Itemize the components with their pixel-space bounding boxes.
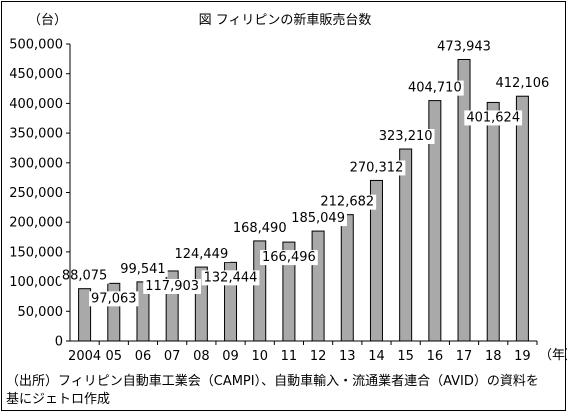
y-tick-label: 50,000 [18,305,64,320]
source-note: （出所）フィリピン自動車工業会（CAMPI）、自動車輸入・流通業者連合（AVID… [6,373,566,409]
data-label-text: 132,444 [204,270,258,285]
bar [515,95,529,342]
x-tick-label: 18 [485,349,502,364]
y-tick-label: 300,000 [9,156,63,171]
bars [78,58,529,342]
chart-title: 図 フィリピンの新車販売台数 [199,12,372,28]
bar [457,58,471,342]
y-tick-label: 450,000 [9,67,63,82]
data-label-bg [59,268,110,284]
x-axis-labels: 2004 05 06 07 08 09 10 11 12 13 14 15 16 17 18 19 [68,341,538,364]
bar [340,214,354,342]
data-label: 168,490 [230,220,289,236]
x-tick-label: 16 [427,349,444,364]
y-axis-ticks: 0 50,000 100,000 150,000 200,000 250,000 300,0… [9,38,70,350]
data-label: 166,496 [260,250,318,266]
data-label-bg [201,270,260,286]
data-label-text: 117,903 [145,279,199,294]
data-label: 132,444 [201,270,260,286]
data-label: 97,063 [89,291,139,307]
x-axis-unit: （年） [539,348,567,363]
bar [311,230,325,342]
data-label-text: 88,075 [62,269,108,284]
data-label-bg [347,160,406,176]
data-label-bg [143,278,202,294]
data-label-bg [289,211,347,227]
data-label-bg [493,76,552,92]
source-note-line-1: （出所）フィリピン自動車工業会（CAMPI）、自動車輸入・流通業者連合（AVID… [6,374,539,389]
bar [78,288,92,342]
y-tick-label: 350,000 [9,127,63,142]
x-tick-label: 14 [368,349,385,364]
data-label-text: 412,106 [496,76,550,91]
y-axis-unit: （台） [28,13,67,28]
data-label-text: 99,541 [120,262,166,277]
y-tick-label: 200,000 [9,216,63,231]
source-note-line-2: 基にジェトロ作成 [6,392,111,407]
x-tick-label: 06 [135,349,152,364]
data-label: 117,903 [143,278,202,294]
data-label-bg [118,261,168,277]
x-tick-label: 12 [310,349,327,364]
x-tick-label: 17 [456,349,473,364]
data-label-bg [89,291,139,307]
data-label: 212,682 [318,194,377,210]
data-label: 270,312 [347,160,406,176]
data-label: 124,449 [172,247,231,263]
y-tick-label: 500,000 [9,38,63,53]
y-tick-label: 250,000 [9,186,63,201]
x-tick-label: 19 [514,349,531,364]
data-label: 88,075 [59,268,110,284]
data-label-text: 404,710 [408,81,462,96]
data-label-bg [230,220,289,236]
data-label-text: 473,943 [437,39,491,54]
data-label: 323,210 [376,129,435,145]
data-label: 412,106 [493,76,552,92]
x-tick-label: 09 [222,349,239,364]
y-tick-label: 0 [55,335,63,350]
data-label-bg [376,129,435,145]
y-tick-label: 150,000 [9,245,63,260]
data-label: 473,943 [435,39,493,55]
data-label: 404,710 [405,80,464,96]
data-label-bg [260,250,318,266]
y-tick-label: 100,000 [9,275,63,290]
bar [399,148,413,342]
x-tick-label: 13 [339,349,356,364]
data-labels: 88,075 97,063 99,541 117,903 124,449 132,444 1… [59,39,552,307]
data-label-bg [318,194,377,210]
x-tick-label: 07 [164,349,181,364]
x-tick-label: 11 [281,349,298,364]
data-label: 185,049 [289,211,347,227]
x-tick-label: 2004 [68,349,101,364]
data-label-bg [172,247,231,263]
data-label-text: 97,063 [91,291,137,306]
data-label-text: 270,312 [350,160,404,175]
data-label-text: 212,682 [320,195,374,210]
y-tick-label: 400,000 [9,97,63,112]
data-label-text: 124,449 [174,247,228,262]
bar [486,101,500,342]
x-tick-label: 15 [397,349,414,364]
data-label-bg [435,39,493,55]
x-tick-label: 05 [106,349,123,364]
data-label-bg [464,110,523,126]
x-tick-label: 08 [193,349,210,364]
data-label-text: 185,049 [291,211,345,226]
data-label-text: 401,624 [466,110,520,125]
data-label: 99,541 [118,261,168,277]
data-label-text: 166,496 [262,250,316,265]
data-label-bg [405,80,464,96]
data-label-text: 168,490 [233,221,287,236]
data-label-text: 323,210 [379,129,433,144]
x-tick-label: 10 [251,349,268,364]
data-label: 401,624 [464,110,523,126]
